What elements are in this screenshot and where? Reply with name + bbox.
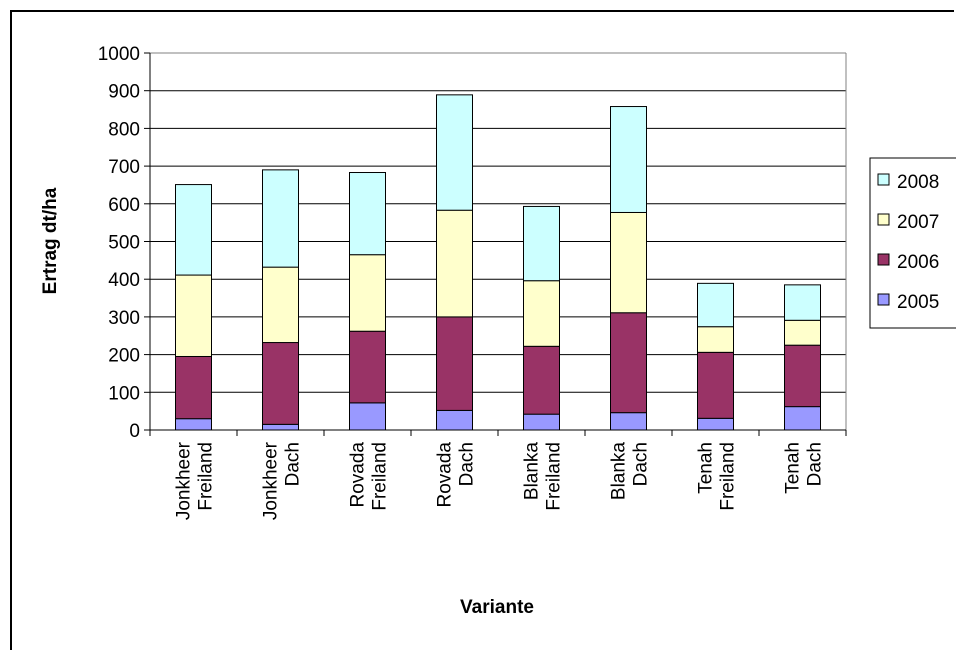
gridlines xyxy=(150,52,846,393)
bar-segment-2006 xyxy=(436,316,473,411)
bar-segment-2008 xyxy=(262,169,299,268)
x-tick-label: Freiland xyxy=(718,442,739,511)
x-tick-label: Dach xyxy=(631,442,652,486)
legend-label-2005: 2005 xyxy=(897,292,939,313)
y-tick-label: 200 xyxy=(108,346,140,367)
y-tick-label: 900 xyxy=(108,82,140,103)
bar-segment-2006 xyxy=(175,355,212,420)
bar-segment-2005 xyxy=(610,412,647,431)
x-tick-label: Tenah xyxy=(696,442,717,494)
y-tick-label: 0 xyxy=(129,421,140,442)
x-tick-label: Rovada xyxy=(348,442,369,508)
x-tick-label: Jonkheer xyxy=(261,441,282,520)
legend: 2008 2007 2006 2005 xyxy=(869,157,956,329)
bar-segment-2008 xyxy=(610,106,647,213)
legend-swatch-2006 xyxy=(877,253,890,266)
bar-segment-2007 xyxy=(262,266,299,344)
x-tick-label: Rovada xyxy=(435,442,456,508)
bar-segment-2007 xyxy=(436,209,473,318)
legend-swatch-2007 xyxy=(877,213,890,226)
bar-segment-2007 xyxy=(697,326,734,353)
x-tick-label: Blanka xyxy=(522,442,543,501)
bar-segment-2007 xyxy=(349,254,386,332)
x-tick-label: Dach xyxy=(805,442,826,486)
stacked-bar-chart: 0 100 200 300 400 500 600 700 800 900 1000 Jonkhee… xyxy=(40,44,956,618)
bar-segment-2005 xyxy=(436,409,473,431)
bar-segment-2006 xyxy=(784,344,821,408)
axes xyxy=(144,52,847,436)
bar-segment-2007 xyxy=(784,319,821,346)
bar-segment-2005 xyxy=(523,413,560,431)
bar-segment-2007 xyxy=(523,280,560,347)
x-tick-label: Freiland xyxy=(370,442,391,511)
bar-segment-2007 xyxy=(175,274,212,357)
legend-label-2008: 2008 xyxy=(897,172,939,193)
bar-segment-2008 xyxy=(175,184,212,276)
legend-label-2006: 2006 xyxy=(897,252,939,273)
bar-segment-2006 xyxy=(523,345,560,415)
bar-segment-2008 xyxy=(523,205,560,282)
x-axis-title: Variante xyxy=(460,597,534,618)
x-tick-label: Freiland xyxy=(544,442,565,511)
bar-segment-2005 xyxy=(262,423,299,431)
bar-segment-2008 xyxy=(349,172,386,256)
y-tick-label: 100 xyxy=(108,383,140,404)
x-tick-label: Dach xyxy=(283,442,304,486)
legend-swatch-2005 xyxy=(877,293,890,306)
chart-frame xyxy=(10,10,954,650)
bar-segment-2005 xyxy=(175,418,212,431)
bars xyxy=(175,94,821,431)
x-tick-label: Dach xyxy=(457,442,478,486)
bar-segment-2007 xyxy=(610,211,647,314)
bar-segment-2008 xyxy=(784,284,821,321)
legend-swatch-2008 xyxy=(877,173,890,186)
bar-segment-2005 xyxy=(697,417,734,431)
bar-segment-2008 xyxy=(697,282,734,328)
y-tick-label: 700 xyxy=(108,157,140,178)
bar-segment-2006 xyxy=(262,342,299,425)
x-tick-label: Freiland xyxy=(196,442,217,511)
legend-label-2007: 2007 xyxy=(897,212,939,233)
y-tick-label: 1000 xyxy=(98,44,140,65)
y-tick-label: 300 xyxy=(108,308,140,329)
x-tick-label: Tenah xyxy=(783,442,804,494)
y-tick-label: 600 xyxy=(108,195,140,216)
x-tick-label: Blanka xyxy=(609,442,630,501)
x-tick-label: Jonkheer xyxy=(174,441,195,520)
y-tick-label: 500 xyxy=(108,233,140,254)
bar-segment-2006 xyxy=(610,312,647,414)
bar-segment-2005 xyxy=(784,406,821,431)
bar-segment-2005 xyxy=(349,402,386,431)
bar-segment-2008 xyxy=(436,94,473,211)
bar-segment-2006 xyxy=(697,351,734,419)
y-axis-title: Ertrag dt/ha xyxy=(40,187,61,294)
x-tick-labels: Jonkheer Freiland Jonkheer Dach Rovada Freila… xyxy=(174,441,826,520)
bar-segment-2006 xyxy=(349,330,386,404)
y-tick-label: 800 xyxy=(108,119,140,140)
y-tick-label: 400 xyxy=(108,270,140,291)
y-tick-labels: 0 100 200 300 400 500 600 700 800 900 1000 xyxy=(98,44,140,442)
